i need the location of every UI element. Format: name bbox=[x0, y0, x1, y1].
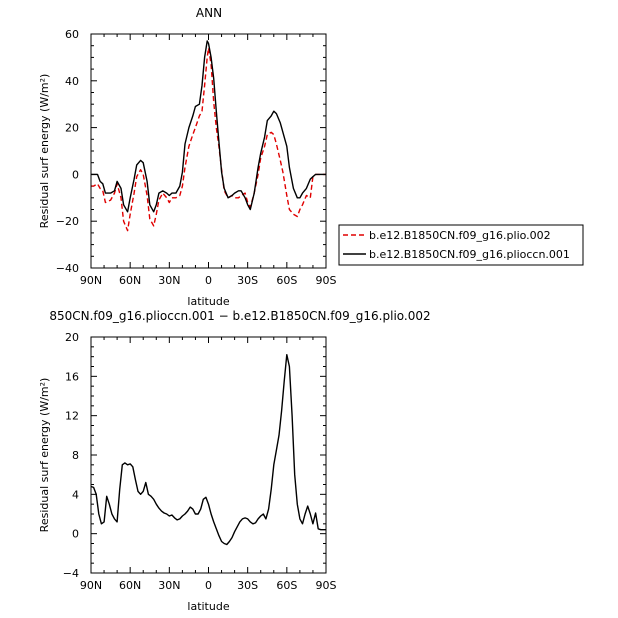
top-x-axis-title: latitude bbox=[187, 295, 229, 308]
top-x-tick-label: 90S bbox=[316, 274, 337, 287]
top-ticks: 90N 60N 30N 0 30S 60S 90S −40 −20 0 20 40 60 bbox=[56, 28, 337, 287]
bottom-chart-title: 850CN.f09_g16.plioccn.001 − b.e12.B1850C… bbox=[49, 309, 430, 323]
bottom-y-tick-label: 8 bbox=[72, 449, 79, 462]
top-x-tick-label: 90N bbox=[80, 274, 102, 287]
bottom-series-line-0 bbox=[90, 354, 326, 546]
legend-label-plioccn: b.e12.B1850CN.f09_g16.plioccn.001 bbox=[369, 248, 570, 261]
top-x-tick-label: 60N bbox=[119, 274, 141, 287]
bottom-plot-frame bbox=[90, 336, 327, 574]
bottom-y-tick-label: 0 bbox=[72, 528, 79, 541]
top-plot-frame bbox=[90, 33, 327, 269]
bottom-y-tick-label: −4 bbox=[63, 567, 79, 580]
legend-box bbox=[338, 224, 584, 266]
bottom-x-axis-title: latitude bbox=[187, 600, 229, 613]
top-x-tick-label: 30S bbox=[237, 274, 258, 287]
bottom-x-tick-label: 30S bbox=[237, 579, 258, 592]
bottom-y-tick-label: 20 bbox=[65, 331, 79, 344]
bottom-ticks: 90N 60N 30N 0 30S 60S 90S −4 0 4 8 12 16 20 bbox=[63, 331, 337, 592]
legend: b.e12.B1850CN.f09_g16.plio.002 b.e12.B18… bbox=[338, 224, 584, 266]
top-y-tick-label: −40 bbox=[56, 262, 79, 275]
bottom-panel: 850CN.f09_g16.plioccn.001 − b.e12.B1850C… bbox=[38, 309, 431, 613]
bottom-x-tick-label: 0 bbox=[205, 579, 212, 592]
top-x-tick-label: 30N bbox=[158, 274, 180, 287]
legend-label-plio: b.e12.B1850CN.f09_g16.plio.002 bbox=[369, 229, 551, 242]
top-y-tick-label: 0 bbox=[72, 168, 79, 181]
bottom-y-tick-label: 16 bbox=[65, 370, 79, 383]
top-y-tick-label: −20 bbox=[56, 215, 79, 228]
top-x-tick-label: 0 bbox=[205, 274, 212, 287]
bottom-x-tick-label: 90S bbox=[316, 579, 337, 592]
bottom-x-tick-label: 60S bbox=[276, 579, 297, 592]
top-series-line-0 bbox=[91, 47, 326, 232]
top-y-tick-label: 60 bbox=[65, 28, 79, 41]
bottom-x-tick-label: 90N bbox=[80, 579, 102, 592]
top-y-axis-title: Residual surf energy (W/m²) bbox=[38, 74, 51, 229]
top-x-tick-label: 60S bbox=[276, 274, 297, 287]
bottom-y-tick-label: 12 bbox=[65, 410, 79, 423]
bottom-x-tick-label: 30N bbox=[158, 579, 180, 592]
bottom-y-tick-label: 4 bbox=[72, 488, 79, 501]
top-panel: ANN 90N 60N 30N 0 30S 60S 90S −40 −20 0 20 40 60 lat… bbox=[38, 6, 337, 308]
bottom-y-axis-title: Residual surf energy (W/m²) bbox=[38, 378, 51, 533]
top-series-lines bbox=[91, 40, 326, 232]
top-y-tick-label: 40 bbox=[65, 75, 79, 88]
bottom-series-lines bbox=[90, 354, 326, 546]
bottom-x-tick-label: 60N bbox=[119, 579, 141, 592]
top-series-line-1 bbox=[91, 40, 326, 213]
top-y-tick-label: 20 bbox=[65, 122, 79, 135]
top-chart-title: ANN bbox=[196, 6, 222, 20]
